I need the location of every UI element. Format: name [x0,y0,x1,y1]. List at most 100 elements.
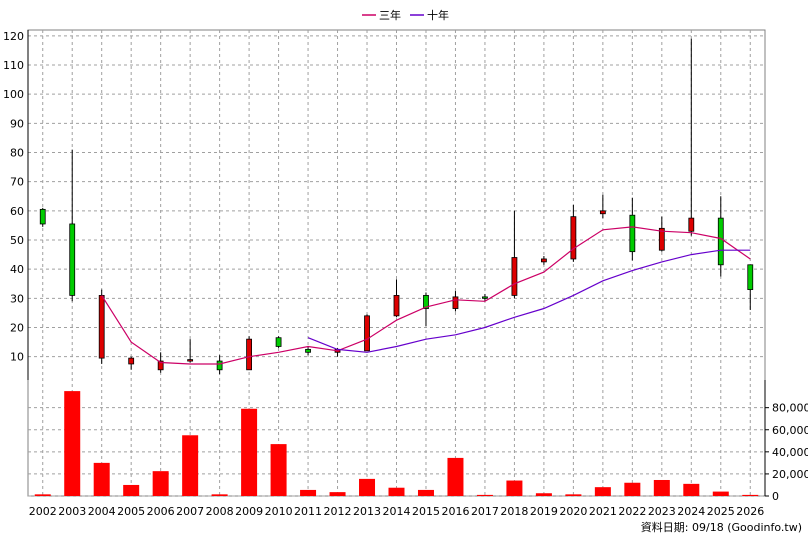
price-tick-label: 70 [10,176,24,189]
year-tick-label: 2018 [500,505,528,518]
year-tick-label: 2015 [412,505,440,518]
candle-body [717,217,724,266]
candle-body [511,257,518,296]
candle-body [216,360,223,371]
candle-body [187,359,194,362]
year-tick-label: 2012 [324,505,352,518]
candle-body [157,360,164,371]
price-tick-label: 30 [10,292,24,305]
year-tick-label: 2013 [353,505,381,518]
candle-body [39,208,46,225]
volume-bar [241,408,258,496]
price-tick-label: 50 [10,234,24,247]
moving-average-lines [101,226,751,365]
year-tick-label: 2023 [648,505,676,518]
price-tick-label: 60 [10,205,24,218]
volume-bar [211,494,228,496]
candle-body [128,357,135,365]
volume-bar [565,494,582,496]
volume-bar [447,457,464,496]
candle-body [364,315,370,352]
year-tick-label: 2020 [559,505,587,518]
candle-body [305,348,311,353]
volume-bar [359,478,376,496]
candle-body [275,337,282,347]
volume-bar [123,484,140,496]
volume-tick-label: 80,000 [772,402,808,415]
candle-body [629,214,636,253]
volume-bar [34,494,51,496]
volume-bar [388,487,405,496]
year-tick-label: 2003 [58,505,86,518]
candle-body [452,296,459,309]
volume-bar [93,462,110,496]
volume-bars [34,391,759,496]
candle-body [246,338,253,371]
grid [27,29,766,497]
ma10-line [307,249,751,353]
volume-bar [506,480,523,496]
volume-bar [64,391,81,496]
volume-bar [417,489,434,496]
candle-body [541,258,547,263]
legend-label-1: 三年 [379,8,401,22]
candle-body [482,296,488,299]
year-tick-label: 2010 [265,505,293,518]
volume-bar [712,491,729,496]
candle-body [658,227,665,251]
volume-bar [742,494,759,496]
axes: 10 20 30 40 50 60 70 80 90 100 110 120 0 20,000 40,000… [3,30,808,518]
year-tick-label: 2017 [471,505,499,518]
year-tick-label: 2011 [294,505,322,518]
volume-tick-label: 60,000 [772,424,808,437]
year-tick-label: 2024 [677,505,705,518]
volume-bar [476,494,493,496]
year-tick-label: 2008 [206,505,234,518]
year-tick-label: 2026 [736,505,764,518]
candle-body [98,295,105,359]
candle-body [599,210,606,215]
candle-body [747,264,754,290]
legend: 三年 十年 [362,8,449,22]
year-tick-label: 2006 [147,505,175,518]
volume-bar [300,489,317,496]
year-tick-label: 2022 [618,505,646,518]
volume-tick-label: 20,000 [772,468,808,481]
volume-tick-label: 0 [772,490,779,503]
year-tick-label: 2009 [235,505,263,518]
volume-bar [624,482,641,496]
year-tick-label: 2014 [383,505,411,518]
price-tick-label: 80 [10,147,24,160]
year-tick-label: 2004 [88,505,116,518]
candle-body [570,216,577,260]
candlesticks [39,38,754,375]
candle-body [393,295,400,317]
year-tick-label: 2002 [29,505,57,518]
price-tick-label: 100 [3,88,24,101]
year-tick-label: 2007 [176,505,204,518]
volume-bar [653,479,670,496]
year-tick-label: 2021 [589,505,617,518]
year-tick-label: 2005 [117,505,145,518]
legend-label-2: 十年 [427,8,449,22]
price-tick-label: 10 [10,351,24,364]
volume-bar [329,492,346,496]
candle-body [423,295,429,309]
price-tick-label: 110 [3,59,24,72]
volume-bar [594,487,611,496]
price-tick-label: 90 [10,117,24,130]
volume-bar [182,435,199,496]
source-note: 資料日期: 09/18 (Goodinfo.tw) [640,521,802,534]
price-tick-label: 120 [3,30,24,43]
ma3-line [101,226,751,365]
volume-tick-label: 40,000 [772,446,808,459]
volume-bar [270,444,287,496]
year-tick-label: 2025 [707,505,735,518]
volume-bar [535,493,552,496]
price-tick-label: 20 [10,322,24,335]
candle-body [688,217,695,232]
candle-body [69,223,76,296]
volume-bar [683,483,700,496]
